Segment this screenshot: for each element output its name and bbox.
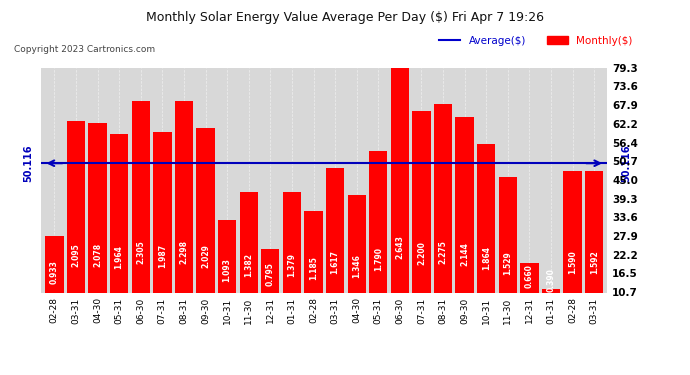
Text: 2.144: 2.144 (460, 242, 469, 266)
Text: 2.200: 2.200 (417, 242, 426, 265)
Bar (477, 144, 495, 328)
Bar (283, 192, 301, 328)
Text: 2.078: 2.078 (93, 243, 102, 267)
Text: 0.933: 0.933 (50, 260, 59, 284)
Bar (434, 104, 452, 328)
Bar (391, 68, 409, 328)
Text: 1.790: 1.790 (374, 248, 383, 272)
Bar (110, 134, 128, 328)
Text: 1.592: 1.592 (590, 251, 599, 274)
Bar (326, 168, 344, 328)
Legend: Average($), Monthly($): Average($), Monthly($) (435, 32, 636, 50)
Bar (413, 111, 431, 328)
Bar (348, 195, 366, 328)
Text: 2.095: 2.095 (72, 243, 81, 267)
Bar (520, 262, 539, 328)
Text: 1.529: 1.529 (504, 252, 513, 275)
Text: 1.617: 1.617 (331, 250, 339, 274)
Text: 1.382: 1.382 (244, 254, 253, 278)
Bar (45, 236, 63, 328)
Text: Copyright 2023 Cartronics.com: Copyright 2023 Cartronics.com (14, 45, 155, 54)
Bar (261, 249, 279, 328)
Text: 2.305: 2.305 (136, 240, 145, 264)
Text: 1.346: 1.346 (352, 254, 361, 278)
Bar (197, 128, 215, 328)
Text: 1.987: 1.987 (158, 244, 167, 268)
Bar (369, 152, 388, 328)
Text: 2.029: 2.029 (201, 244, 210, 268)
Text: 2.298: 2.298 (179, 240, 188, 264)
Text: 0.660: 0.660 (525, 264, 534, 288)
Text: 0.390: 0.390 (546, 268, 555, 292)
Bar (455, 117, 474, 328)
Bar (542, 289, 560, 328)
Text: 1.964: 1.964 (115, 245, 124, 269)
Bar (153, 132, 172, 328)
Text: 1.185: 1.185 (309, 256, 318, 280)
Bar (239, 192, 258, 328)
Bar (304, 211, 323, 328)
Bar (132, 101, 150, 328)
Bar (67, 122, 85, 328)
Bar (175, 102, 193, 328)
Text: 1.379: 1.379 (288, 254, 297, 278)
Text: 50.116: 50.116 (622, 144, 631, 182)
Bar (218, 220, 236, 328)
Text: 1.093: 1.093 (223, 258, 232, 282)
Bar (499, 177, 517, 328)
Text: Monthly Solar Energy Value Average Per Day ($) Fri Apr 7 19:26: Monthly Solar Energy Value Average Per D… (146, 11, 544, 24)
Bar (564, 171, 582, 328)
Text: 50.116: 50.116 (23, 144, 33, 182)
Text: 2.275: 2.275 (439, 240, 448, 264)
Text: 1.590: 1.590 (568, 251, 577, 274)
Text: 2.643: 2.643 (395, 235, 404, 259)
Bar (585, 171, 604, 328)
Text: 1.864: 1.864 (482, 246, 491, 270)
Bar (88, 123, 107, 328)
Text: 0.795: 0.795 (266, 262, 275, 286)
